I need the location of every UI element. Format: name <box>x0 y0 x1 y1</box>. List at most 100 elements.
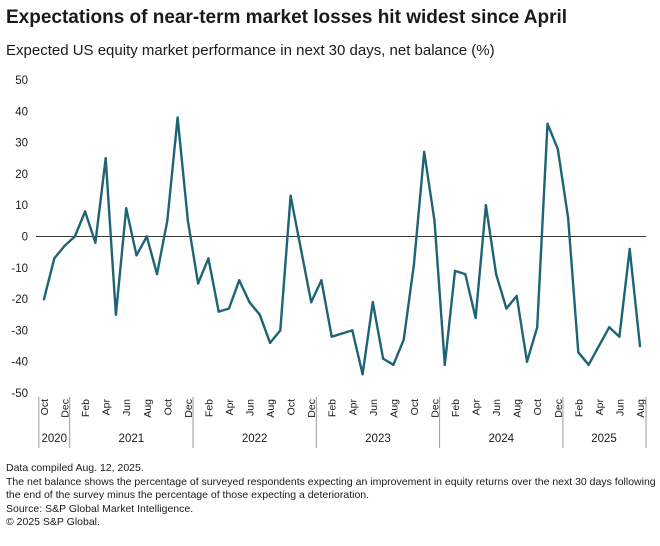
y-tick-label: 10 <box>15 200 28 212</box>
line-chart: 50 40 30 20 10 0 -10 -20 -30 -40 -50 Oct Dec Feb Apr J… <box>11 75 647 448</box>
footnote-net-balance-definition: The net balance shows the percentage of … <box>6 475 656 502</box>
data-point <box>238 279 241 282</box>
data-point <box>423 150 426 154</box>
x-tick-label: Jun <box>368 399 380 416</box>
footnote-copyright: © 2025 S&P Global. <box>6 516 100 528</box>
x-tick-label: Dec <box>60 399 72 418</box>
y-tick-label: 30 <box>15 138 28 150</box>
year-label: 2021 <box>119 433 145 445</box>
x-tick-label: Feb <box>203 399 215 417</box>
x-tick-label: Apr <box>594 399 606 416</box>
x-tick-label: Aug <box>512 399 524 418</box>
data-point <box>587 363 590 367</box>
year-label: 2024 <box>488 433 514 445</box>
x-tick-label: Jun <box>614 399 626 416</box>
data-point <box>536 326 539 329</box>
chart-subtitle: Expected US equity market performance in… <box>6 42 495 59</box>
x-tick-label: Apr <box>101 399 113 416</box>
data-point <box>351 329 354 332</box>
data-point <box>361 373 364 376</box>
y-tick-label: -30 <box>11 325 28 337</box>
x-tick-label: Oct <box>409 399 421 415</box>
x-tick-label: Apr <box>224 399 236 416</box>
x-tick-label: Oct <box>39 399 51 415</box>
data-point <box>628 247 631 251</box>
data-point <box>73 235 77 238</box>
data-point <box>207 257 210 260</box>
y-tick-label: 50 <box>15 75 28 87</box>
data-point <box>433 219 436 223</box>
data-point <box>607 326 611 329</box>
data-point <box>484 204 488 207</box>
data-point <box>186 219 190 223</box>
x-tick-label: Aug <box>265 399 277 418</box>
data-point <box>227 307 231 310</box>
y-axis: 50 40 30 20 10 0 -10 -20 -30 -40 -50 <box>11 75 28 400</box>
data-point <box>166 219 169 223</box>
data-point <box>330 335 333 338</box>
data-point <box>546 122 549 126</box>
x-tick-label: Dec <box>553 399 565 418</box>
data-point <box>525 360 529 363</box>
data-point <box>412 263 416 266</box>
data-point <box>299 247 303 251</box>
data-point <box>42 297 46 301</box>
data-point <box>83 210 87 213</box>
y-tick-label: -10 <box>11 263 28 275</box>
y-tick-label: 20 <box>15 169 28 181</box>
footnote-source: Source: S&P Global Market Intelligence. <box>6 502 194 515</box>
data-point <box>125 207 128 210</box>
series-line-net-balance <box>42 116 642 376</box>
x-tick-label: Jun <box>121 399 133 416</box>
data-point <box>515 294 518 298</box>
data-point <box>371 301 375 304</box>
data-point <box>258 313 261 316</box>
x-tick-label: Aug <box>388 399 400 418</box>
data-point <box>392 363 395 367</box>
data-point <box>597 344 601 348</box>
x-tick-label: Feb <box>450 399 462 417</box>
data-point <box>453 269 457 273</box>
data-point <box>268 341 272 345</box>
x-tick-label: Feb <box>80 399 92 417</box>
data-point <box>577 351 580 354</box>
data-point <box>618 335 621 338</box>
x-tick-label: Aug <box>635 399 647 418</box>
x-tick-label: Oct <box>162 399 174 415</box>
data-point <box>217 310 220 313</box>
data-point <box>402 338 405 341</box>
y-tick-label: 40 <box>15 106 28 118</box>
data-point <box>289 194 292 198</box>
x-tick-label: Jun <box>491 399 503 416</box>
x-tick-label: Feb <box>327 399 339 417</box>
year-label: 2020 <box>41 433 67 445</box>
data-point <box>94 241 97 244</box>
x-tick-label: Apr <box>471 399 483 416</box>
year-label: 2023 <box>365 433 391 445</box>
x-tick-label: Feb <box>573 399 585 417</box>
series-group <box>42 116 642 376</box>
data-point <box>196 282 200 285</box>
data-point <box>556 147 559 151</box>
x-tick-label: Dec <box>306 399 318 418</box>
year-label: 2022 <box>242 433 268 445</box>
x-tick-label: Oct <box>286 399 298 415</box>
y-tick-label: -40 <box>11 357 28 369</box>
data-point <box>474 316 477 320</box>
year-label: 2025 <box>591 433 617 445</box>
data-point <box>464 272 467 276</box>
data-point <box>104 157 107 160</box>
data-point <box>443 363 446 367</box>
data-point <box>155 272 159 276</box>
data-point <box>309 301 313 304</box>
x-tick-label: Dec <box>183 399 195 418</box>
data-point <box>135 254 138 257</box>
x-tick-label: Jun <box>245 399 257 416</box>
chart-title: Expectations of near-term market losses … <box>6 7 568 28</box>
y-tick-label: 0 <box>22 232 28 244</box>
data-point <box>114 313 118 316</box>
data-point <box>279 329 282 332</box>
data-point <box>505 307 508 310</box>
data-point <box>638 344 642 348</box>
x-tick-label: Dec <box>429 399 441 418</box>
